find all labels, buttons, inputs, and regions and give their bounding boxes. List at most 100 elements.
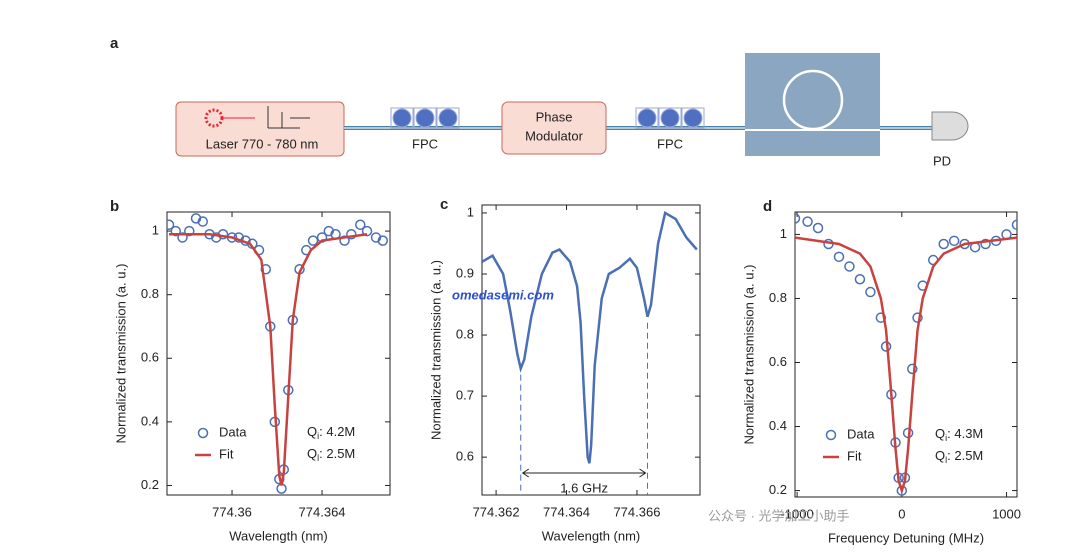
plot-frame — [166, 211, 391, 496]
x-axis-label: Frequency Detuning (MHz) — [828, 530, 984, 545]
panel-label: a — [110, 35, 119, 52]
data-point — [912, 312, 923, 323]
y-tick-label: 0.2 — [141, 477, 159, 492]
y-tick-label: 0.8 — [456, 326, 474, 341]
x-tick-label: 774.364 — [543, 504, 590, 519]
fpc-label: FPC — [657, 136, 683, 151]
q-symbol: Q — [307, 424, 317, 439]
q-value: : 2.5M — [947, 448, 983, 463]
q-symbol: Q — [935, 448, 945, 463]
y-tick-label: 0.8 — [141, 286, 159, 301]
y-axis-label: Normalized transmission (a. u.) — [428, 260, 443, 440]
data-point — [184, 225, 195, 237]
setup-diagram: Laser 770 - 780 nm FPC Phase Modulator F… — [175, 53, 969, 168]
resonator-chip — [745, 53, 880, 156]
series-group — [482, 211, 698, 464]
credit: 公众号 · 光学加工小助手 — [708, 508, 850, 523]
data-point — [361, 225, 373, 237]
data-point — [211, 232, 222, 243]
legend-label: Data — [219, 424, 247, 439]
series-group — [167, 213, 389, 494]
y-tick-label: 0.6 — [456, 449, 474, 464]
data-point — [167, 219, 175, 230]
data-point — [875, 312, 887, 323]
laser-label: Laser 770 - 780 nm — [206, 136, 319, 151]
watermark: omedasemi.com — [452, 287, 554, 302]
panel-label: b — [110, 198, 119, 215]
plot-frame — [794, 211, 1018, 498]
y-tick-label: 0.6 — [769, 354, 787, 369]
data-point — [177, 232, 188, 243]
series-group — [795, 213, 1017, 496]
q-value: : 2.5M — [319, 446, 355, 461]
x-tick-label: 0 — [898, 506, 905, 521]
data-point — [907, 363, 918, 375]
y-axis-label: Normalized transmission (a. u.) — [113, 264, 128, 444]
legend-marker — [825, 429, 837, 441]
modulator-label: Phase — [536, 109, 573, 124]
x-tick-label: 774.364 — [299, 504, 346, 519]
data-point — [812, 222, 824, 234]
data-point — [980, 238, 991, 250]
data-point — [377, 235, 389, 246]
q-subscript: i — [317, 431, 319, 441]
x-axis-label: Wavelength (nm) — [542, 528, 641, 543]
x-tick-label: 774.36 — [212, 504, 252, 519]
y-tick-label: 0.9 — [456, 265, 474, 280]
data-point — [802, 216, 813, 227]
data-point — [865, 286, 876, 298]
data-point — [323, 225, 335, 237]
y-tick-label: 0.7 — [456, 388, 474, 403]
q-annotation: Qi: 4.2M — [307, 424, 355, 441]
y-tick-label: 1 — [152, 223, 159, 238]
data-point — [355, 219, 366, 230]
panel-label: d — [763, 198, 772, 215]
data-point — [1011, 219, 1017, 231]
x-tick-label: -1000 — [780, 506, 813, 521]
q-subscript: i — [945, 433, 947, 443]
plots: 774.36 774.364 0.2 0.4 0.6 0.8 1 Wavelength (nm… — [113, 204, 1021, 545]
y-tick-label: 1 — [780, 226, 787, 241]
x-tick-label: 1000 — [992, 506, 1021, 521]
data-point — [795, 213, 801, 224]
legend-label: Fit — [219, 446, 234, 461]
data-point — [170, 225, 182, 237]
q-subscript: l — [945, 455, 947, 465]
legend-marker — [197, 427, 209, 439]
y-tick-label: 0.8 — [769, 290, 787, 305]
data-point — [896, 485, 908, 496]
q-subscript: l — [317, 453, 319, 463]
y-axis-label: Normalized transmission (a. u.) — [741, 265, 756, 445]
q-annotation: Qi: 4.3M — [935, 426, 983, 443]
fpc-label: FPC — [412, 136, 438, 151]
x-tick-label: 774.366 — [613, 504, 660, 519]
data-point — [339, 235, 350, 246]
x-axis-label: Wavelength (nm) — [229, 528, 328, 543]
data-point — [854, 273, 866, 285]
data-point — [948, 235, 960, 247]
data-line — [169, 233, 368, 486]
y-tick-label: 0.4 — [769, 418, 787, 433]
data-point — [844, 261, 855, 272]
y-tick-label: 0.4 — [141, 413, 159, 428]
q-symbol: Q — [935, 426, 945, 441]
data-point — [217, 229, 229, 240]
pd-label: PD — [933, 153, 951, 168]
span-arrow — [521, 468, 647, 478]
modulator-box — [501, 101, 607, 155]
detector — [931, 111, 969, 141]
data-point — [938, 238, 949, 250]
data-point — [260, 263, 272, 275]
laser-axes — [267, 106, 310, 129]
data-point — [307, 235, 319, 246]
fpc2 — [635, 107, 705, 129]
data-point — [190, 213, 202, 224]
data-point — [370, 232, 382, 243]
legend-label: Data — [847, 426, 875, 441]
q-value: : 4.3M — [947, 426, 983, 441]
fpc1 — [390, 107, 460, 129]
y-tick-label: 1 — [467, 204, 474, 219]
span-label: 1.6 GHz — [560, 480, 608, 495]
modulator-label: Modulator — [525, 128, 583, 143]
